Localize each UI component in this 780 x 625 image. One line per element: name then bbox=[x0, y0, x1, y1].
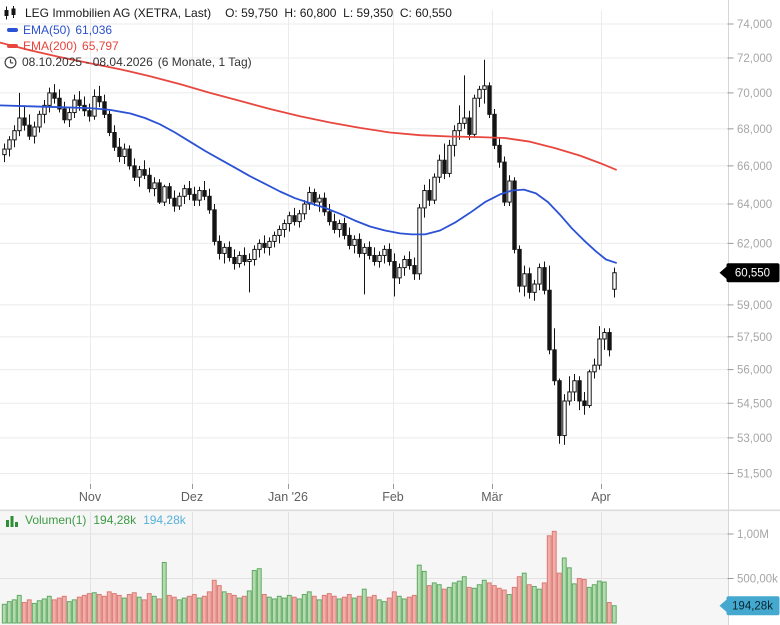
svg-text:64,000: 64,000 bbox=[737, 199, 772, 211]
volume-label: Volumen(1) bbox=[25, 513, 87, 527]
legend-ema200[interactable]: EMA(200) 65,797 bbox=[7, 39, 119, 53]
last-price-badge: 60,550 bbox=[719, 263, 780, 283]
svg-text:62,000: 62,000 bbox=[737, 238, 772, 250]
svg-text:70,000: 70,000 bbox=[737, 88, 772, 100]
svg-text:Jan '26: Jan '26 bbox=[268, 490, 308, 504]
svg-text:Mär: Mär bbox=[481, 490, 503, 504]
last-volume-badge: 194,28k bbox=[719, 596, 780, 616]
svg-text:Apr: Apr bbox=[591, 490, 610, 504]
svg-text:500,00k: 500,00k bbox=[737, 574, 778, 586]
interval-label: (6 Monate, 1 Tag) bbox=[157, 55, 252, 69]
svg-text:Feb: Feb bbox=[382, 490, 404, 504]
ema200-dash-icon bbox=[7, 44, 18, 48]
volume-value-secondary: 194,28k bbox=[143, 513, 186, 527]
ohlc-values: O: 59,750 H: 60,800 L: 59,350 C: 60,550 bbox=[225, 6, 452, 20]
ema200-value: 65,797 bbox=[82, 39, 119, 53]
svg-text:1,00M: 1,00M bbox=[737, 529, 769, 541]
ema200-label: EMA(200) bbox=[23, 39, 78, 53]
last-price-value: 60,550 bbox=[735, 268, 770, 280]
svg-text:57,500: 57,500 bbox=[737, 332, 772, 344]
svg-text:54,500: 54,500 bbox=[737, 398, 772, 410]
last-volume-value: 194,28k bbox=[732, 601, 773, 613]
svg-text:56,000: 56,000 bbox=[737, 365, 772, 377]
volume-bars-icon bbox=[6, 514, 18, 527]
svg-text:68,000: 68,000 bbox=[737, 124, 772, 136]
legend-volume[interactable]: Volumen(1) 194,28k 194,28k bbox=[6, 513, 186, 527]
ema50-value: 61,036 bbox=[75, 23, 113, 37]
date-range: 08.10.2025 - 08.04.2026 bbox=[22, 55, 153, 69]
date-range-row: 08.10.2025 - 08.04.2026 (6 Monate, 1 Tag… bbox=[4, 55, 252, 69]
svg-text:74,000: 74,000 bbox=[737, 19, 772, 31]
svg-text:Nov: Nov bbox=[79, 490, 102, 504]
legend-ema50[interactable]: EMA(50) 61,036 bbox=[7, 23, 112, 37]
instrument-title: LEG Immobilien AG (XETRA, Last) bbox=[25, 6, 212, 20]
ema50-dash-icon bbox=[7, 28, 18, 32]
svg-text:51,500: 51,500 bbox=[737, 468, 772, 480]
svg-text:59,000: 59,000 bbox=[737, 300, 772, 312]
svg-text:53,000: 53,000 bbox=[737, 433, 772, 445]
svg-text:66,000: 66,000 bbox=[737, 161, 772, 173]
chart-header[interactable]: LEG Immobilien AG (XETRA, Last) O: 59,75… bbox=[4, 6, 452, 20]
svg-text:72,000: 72,000 bbox=[737, 53, 772, 65]
candlestick-icon bbox=[4, 6, 17, 20]
svg-text:Dez: Dez bbox=[181, 490, 203, 504]
clock-icon bbox=[4, 55, 17, 69]
volume-value-primary: 194,28k bbox=[93, 513, 137, 527]
ema50-label: EMA(50) bbox=[23, 23, 71, 37]
